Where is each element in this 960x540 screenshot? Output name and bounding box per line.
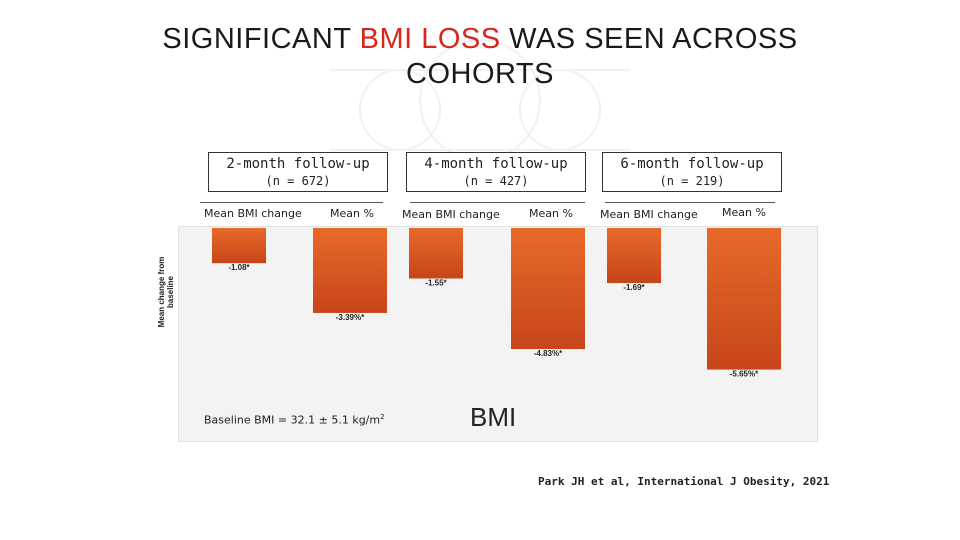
title-part-2: WAS SEEN ACROSS COHORTS (406, 23, 798, 90)
title-part-1: SIGNIFICANT (162, 23, 360, 55)
column-header-bmi-change: Mean BMI change (600, 208, 698, 221)
bar-value-label: -1.69* (623, 283, 645, 292)
cohort-label: 2-month follow-up (226, 156, 370, 172)
column-header-mean-percent: Mean % (722, 206, 766, 219)
cohort-n: (n = 219) (659, 174, 725, 188)
column-header-bmi-change: Mean BMI change (204, 207, 302, 220)
bar-value-label: -1.08* (228, 263, 250, 272)
cohort-divider (410, 202, 585, 203)
column-header-mean-percent: Mean % (529, 207, 573, 220)
baseline-text: Baseline BMI = 32.1 ± 5.1 kg/m (204, 413, 381, 427)
cohort-divider (605, 202, 775, 203)
bar-value-label: -1.55* (425, 278, 447, 287)
cohort-n: (n = 672) (265, 174, 331, 188)
bar-mean-percent-2 (511, 228, 585, 350)
column-header-mean-percent: Mean % (330, 207, 374, 220)
cohort-divider (200, 202, 383, 203)
bar-value-label: -5.65%* (730, 370, 759, 379)
x-axis-label: BMI (470, 402, 517, 432)
bar-chart: -1.08* -1.55* -1.69* -3.39%* -4.83%* -5.65%* (212, 228, 781, 379)
bar-mean-percent-1 (313, 228, 387, 313)
baseline-superscript: 2 (380, 413, 385, 421)
cohort-label: 4-month follow-up (424, 156, 568, 172)
chart-panel: -1.08* -1.55* -1.69* -3.39%* -4.83%* -5.65%* (178, 226, 818, 442)
y-axis-label: Mean change from baseline (157, 256, 175, 328)
bar-bmi-change-3 (607, 228, 661, 284)
citation: Park JH et al, International J Obesity, … (538, 475, 830, 488)
bar-bmi-change-1 (212, 228, 266, 264)
cohort-label: 6-month follow-up (620, 156, 764, 172)
baseline-bmi-note: Baseline BMI = 32.1 ± 5.1 kg/m2 (204, 413, 385, 427)
title-highlight: BMI LOSS (359, 23, 501, 55)
cohort-box-6-month: 6-month follow-up (n = 219) (602, 152, 782, 192)
bar-mean-percent-3 (707, 228, 781, 370)
bar-value-label: -4.83%* (534, 349, 563, 358)
cohort-n: (n = 427) (463, 174, 529, 188)
bar-value-label: -3.39%* (336, 313, 365, 322)
column-header-bmi-change: Mean BMI change (402, 208, 500, 221)
bar-bmi-change-2 (409, 228, 463, 279)
cohort-box-4-month: 4-month follow-up (n = 427) (406, 152, 586, 192)
slide-title: SIGNIFICANT BMI LOSS WAS SEEN ACROSS COH… (100, 22, 860, 92)
cohort-box-2-month: 2-month follow-up (n = 672) (208, 152, 388, 192)
